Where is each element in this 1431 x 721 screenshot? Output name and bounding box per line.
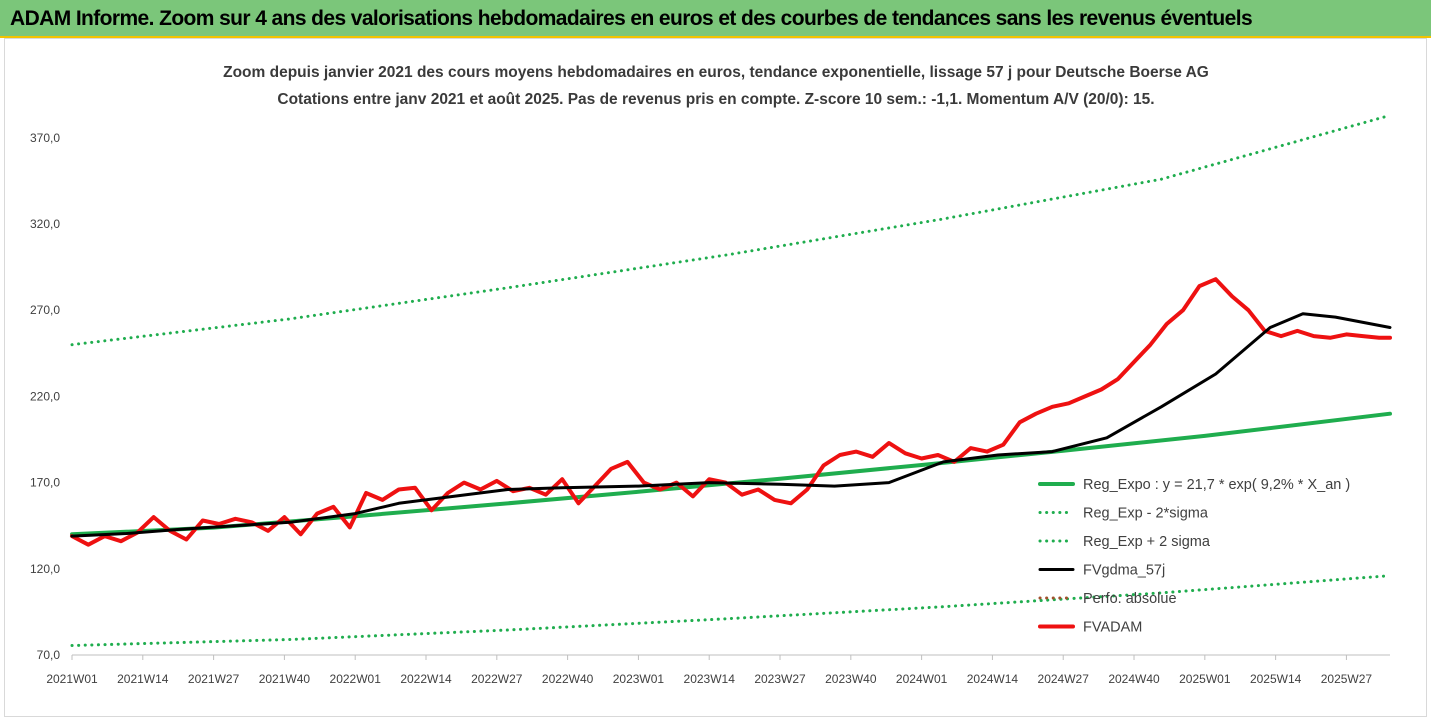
- legend-label-fvadam: FVADAM: [1083, 620, 1142, 636]
- x-tick-label: 2024W40: [1108, 672, 1160, 686]
- series-layer: [70, 113, 1392, 647]
- x-tick-label: 2021W01: [46, 672, 98, 686]
- x-tick-label: 2023W40: [825, 672, 877, 686]
- x-tick-label: 2024W14: [967, 672, 1019, 686]
- chart-axes: 70,0 120,0 170,0 220,0 270,0 320,0 370,0 2021W0…: [30, 131, 1390, 686]
- legend-label-fvgdma-57j: FVgdma_57j: [1083, 563, 1165, 579]
- y-tick-label: 70,0: [37, 648, 61, 662]
- legend-label-reg-expo-y-21-7-exp-9-2-x-an: Reg_Expo : y = 21,7 * exp( 9,2% * X_an ): [1083, 477, 1350, 493]
- x-tick-label: 2024W27: [1038, 672, 1090, 686]
- legend-label-perfo-absolue: Perfo. absolue: [1083, 591, 1177, 607]
- legend-label-reg-exp-2-sigma: Reg_Exp + 2 sigma: [1083, 534, 1211, 550]
- x-tick-label: 2021W27: [188, 672, 240, 686]
- legend-label-reg-exp-2-sigma: Reg_Exp - 2*sigma: [1083, 506, 1209, 522]
- series-line-fvgdma-57j: [70, 312, 1392, 538]
- y-tick-label: 320,0: [30, 217, 60, 231]
- series-line-reg-exp-2-sigma: [70, 113, 1392, 347]
- x-tick-label: 2022W14: [400, 672, 452, 686]
- chart-subtitle: Cotations entre janv 2021 et août 2025. …: [277, 91, 1154, 108]
- report-banner: ADAM Informe. Zoom sur 4 ans des valoris…: [0, 0, 1431, 38]
- x-tick-label: 2021W40: [259, 672, 311, 686]
- series-line-reg-exp-2-sigma: [70, 574, 1392, 647]
- x-tick-label: 2022W27: [471, 672, 523, 686]
- chart-frame: [4, 38, 1427, 717]
- chart-title: Zoom depuis janvier 2021 des cours moyen…: [223, 64, 1209, 81]
- x-tick-label: 2022W01: [330, 672, 382, 686]
- x-tick-label: 2024W01: [896, 672, 948, 686]
- y-tick-label: 270,0: [30, 303, 60, 317]
- x-tick-label: 2023W27: [754, 672, 806, 686]
- x-tick-label: 2025W27: [1321, 672, 1373, 686]
- x-tick-label: 2025W01: [1179, 672, 1231, 686]
- report-title: ADAM Informe. Zoom sur 4 ans des valoris…: [10, 7, 1253, 30]
- chart-legend: Reg_Expo : y = 21,7 * exp( 9,2% * X_an )…: [1038, 477, 1350, 636]
- x-tick-label: 2025W14: [1250, 672, 1302, 686]
- x-tick-label: 2023W14: [684, 672, 736, 686]
- series-line-fvadam: [70, 277, 1392, 547]
- x-tick-label: 2021W14: [117, 672, 169, 686]
- x-tick-label: 2023W01: [613, 672, 665, 686]
- x-tick-label: 2022W40: [542, 672, 594, 686]
- y-tick-label: 220,0: [30, 389, 60, 403]
- y-tick-label: 120,0: [30, 562, 60, 576]
- y-tick-label: 370,0: [30, 131, 60, 145]
- y-tick-label: 170,0: [30, 476, 60, 490]
